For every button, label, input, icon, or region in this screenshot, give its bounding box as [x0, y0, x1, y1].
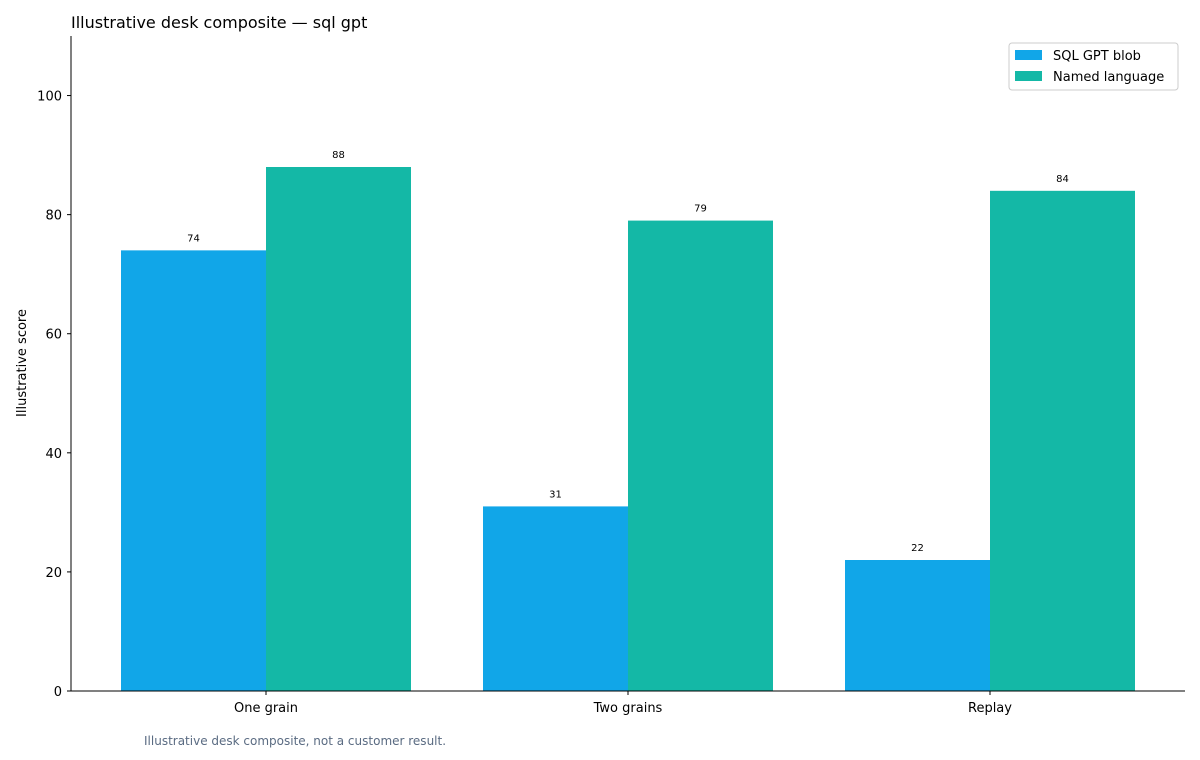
- bars-layer: [121, 167, 1135, 691]
- bar-sql-gpt-blob: [483, 506, 628, 691]
- legend: SQL GPT blob Named language: [1008, 42, 1179, 91]
- bar-named-language: [266, 167, 411, 691]
- y-tick-label: 100: [37, 90, 62, 105]
- bar-data-label: 88: [332, 150, 345, 161]
- y-tick-label: 40: [45, 447, 62, 462]
- y-tick-label: 0: [54, 685, 62, 700]
- bar-data-label: 22: [911, 543, 924, 554]
- bar-named-language: [628, 220, 773, 691]
- legend-swatch: [1015, 50, 1042, 60]
- data-labels-layer: 74 88 31 79 22 84: [187, 150, 1069, 554]
- bar-sql-gpt-blob: [845, 560, 990, 691]
- y-tick-label: 80: [45, 209, 62, 224]
- x-tick-label: Replay: [968, 701, 1012, 716]
- bar-data-label: 31: [549, 489, 562, 500]
- bar-named-language: [990, 190, 1135, 691]
- y-tick-label: 20: [45, 566, 62, 581]
- legend-items: SQL GPT blob Named language: [1015, 49, 1164, 85]
- x-tick-label: One grain: [234, 701, 298, 716]
- y-ticks-layer: 0 20 40 60 80 100: [37, 90, 71, 700]
- bar-data-label: 79: [694, 204, 707, 215]
- legend-label: Named language: [1053, 70, 1164, 85]
- bar-data-label: 74: [187, 233, 200, 244]
- y-tick-label: 60: [45, 328, 62, 343]
- legend-swatch: [1015, 71, 1042, 81]
- legend-box: [1008, 42, 1179, 91]
- y-axis-label: Illustrative score: [15, 309, 30, 417]
- footnote: Illustrative desk composite, not a custo…: [144, 734, 446, 748]
- legend-label: SQL GPT blob: [1053, 49, 1141, 64]
- bar-data-label: 84: [1056, 174, 1069, 185]
- x-ticks-layer: One grain Two grains Replay: [234, 691, 1012, 716]
- x-tick-label: Two grains: [593, 701, 663, 716]
- chart-title: Illustrative desk composite — sql gpt: [71, 13, 367, 32]
- bar-sql-gpt-blob: [121, 250, 266, 691]
